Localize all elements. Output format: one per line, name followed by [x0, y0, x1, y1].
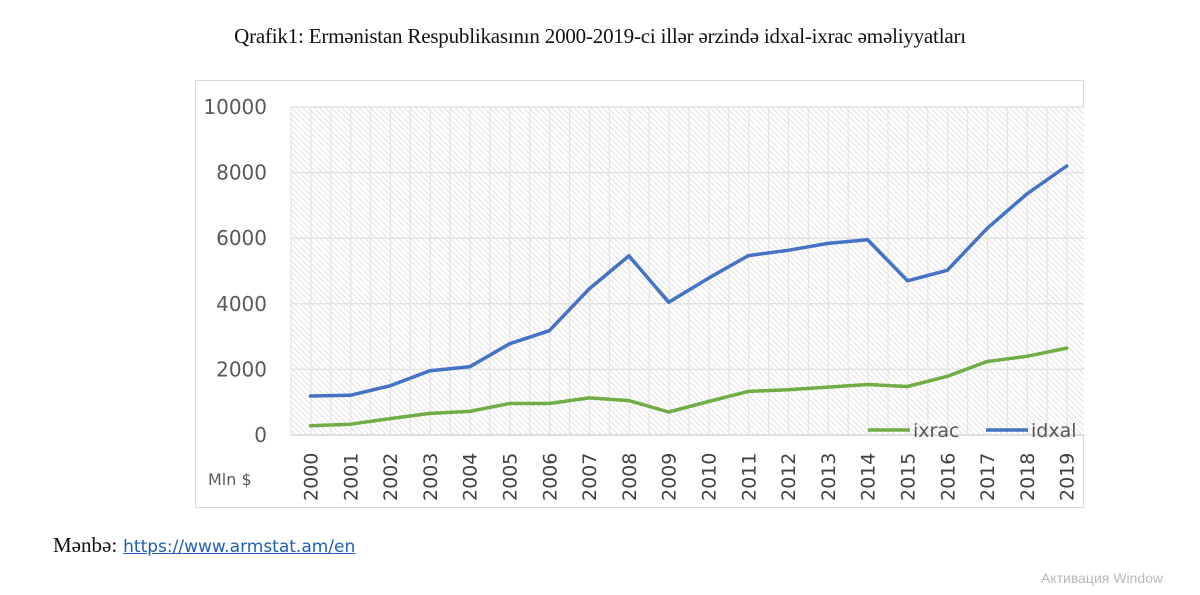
y-tick-label: 6000: [216, 226, 267, 250]
data-point-ixrac: [945, 374, 949, 378]
data-point-idxal: [547, 329, 551, 333]
source-link[interactable]: https://www.armstat.am/en: [123, 537, 356, 557]
data-point-ixrac: [1065, 346, 1069, 350]
data-point-idxal: [468, 365, 472, 369]
source-label: Mənbə:: [53, 533, 118, 557]
data-point-ixrac: [706, 399, 711, 404]
x-tick-label: 2015: [898, 453, 920, 501]
plot-area: [291, 107, 1084, 435]
chart-title: Qrafik1: Ermənistan Respublikasının 2000…: [234, 24, 966, 48]
data-point-idxal: [746, 253, 750, 258]
y-tick-label: 4000: [216, 292, 267, 316]
y-tick-label: 8000: [216, 161, 267, 185]
data-point-idxal: [786, 248, 790, 252]
data-point-idxal: [507, 342, 512, 346]
legend-label: idxal: [1031, 420, 1077, 442]
series-line-ixrac: [308, 346, 1069, 428]
data-point-ixrac: [627, 398, 631, 403]
data-point-idxal: [866, 238, 870, 242]
chart-container: 0 2000 4000 6000 8000 10000 2000 2001 2002 2003 2…: [195, 80, 1084, 508]
data-point-idxal: [985, 226, 989, 230]
data-point-ixrac: [587, 396, 591, 400]
y-tick-label: 10000: [203, 95, 267, 119]
data-point-ixrac: [826, 385, 830, 389]
x-tick-label: 2008: [619, 453, 641, 501]
data-point-idxal: [706, 276, 711, 280]
data-point-ixrac: [348, 422, 352, 426]
data-point-idxal: [1025, 192, 1029, 196]
data-point-idxal: [627, 254, 631, 258]
x-tick-label: 2013: [818, 453, 840, 501]
legend-item-idxal[interactable]: idxal: [986, 420, 1077, 442]
data-point-idxal: [905, 279, 910, 283]
x-tick-label: 2011: [738, 453, 760, 501]
data-point-idxal: [428, 369, 432, 373]
x-tick-label: 2004: [460, 453, 482, 501]
x-tick-label: 2014: [858, 453, 880, 501]
line-chart: 0 2000 4000 6000 8000 10000 2000 2001 2002 2003 2…: [203, 95, 1084, 501]
x-tick-label: 2009: [659, 453, 681, 501]
data-point-idxal: [348, 393, 352, 397]
y-tick-label: 2000: [216, 357, 267, 381]
windows-activation-watermark: Активация Window: [1041, 570, 1164, 586]
y-unit-label: Mln $: [208, 470, 252, 489]
x-tick-label: 2003: [420, 453, 442, 501]
x-tick-label: 2007: [579, 453, 601, 501]
data-point-idxal: [1065, 164, 1069, 168]
legend-item-ixrac[interactable]: ixrac: [868, 420, 959, 442]
data-point-ixrac: [866, 382, 870, 387]
data-point-idxal: [388, 384, 392, 388]
x-tick-label: 2001: [340, 453, 362, 501]
data-point-ixrac: [786, 388, 790, 392]
x-tick-label: 2000: [301, 453, 323, 501]
data-point-idxal: [667, 300, 671, 304]
data-point-ixrac: [667, 410, 671, 414]
data-point-ixrac: [1025, 354, 1029, 358]
data-point-ixrac: [428, 411, 432, 415]
x-tick-label: 2006: [539, 453, 561, 501]
legend-label: ixrac: [913, 420, 959, 442]
data-point-ixrac: [388, 417, 392, 421]
y-tick-label: 0: [254, 423, 267, 447]
x-tick-label: 2019: [1057, 453, 1079, 501]
data-point-ixrac: [507, 401, 512, 406]
x-tick-label: 2012: [778, 453, 800, 501]
data-point-idxal: [587, 287, 591, 291]
data-point-ixrac: [308, 424, 313, 428]
x-tick-label: 2005: [500, 453, 522, 501]
data-point-ixrac: [547, 401, 551, 406]
x-tick-label: 2016: [937, 453, 959, 501]
source-footer: Mənbə: https://www.armstat.am/en: [53, 533, 355, 558]
data-point-idxal: [826, 241, 830, 246]
x-tick-label: 2010: [699, 453, 721, 501]
data-point-ixrac: [905, 384, 910, 389]
data-point-ixrac: [746, 389, 750, 393]
data-point-ixrac: [985, 359, 989, 364]
data-point-idxal: [945, 268, 949, 272]
data-point-idxal: [308, 394, 313, 398]
series-line-idxal: [308, 164, 1069, 398]
data-point-ixrac: [468, 409, 472, 413]
x-tick-label: 2017: [977, 453, 999, 501]
x-tick-label: 2002: [380, 453, 402, 501]
x-tick-label: 2018: [1017, 453, 1039, 501]
